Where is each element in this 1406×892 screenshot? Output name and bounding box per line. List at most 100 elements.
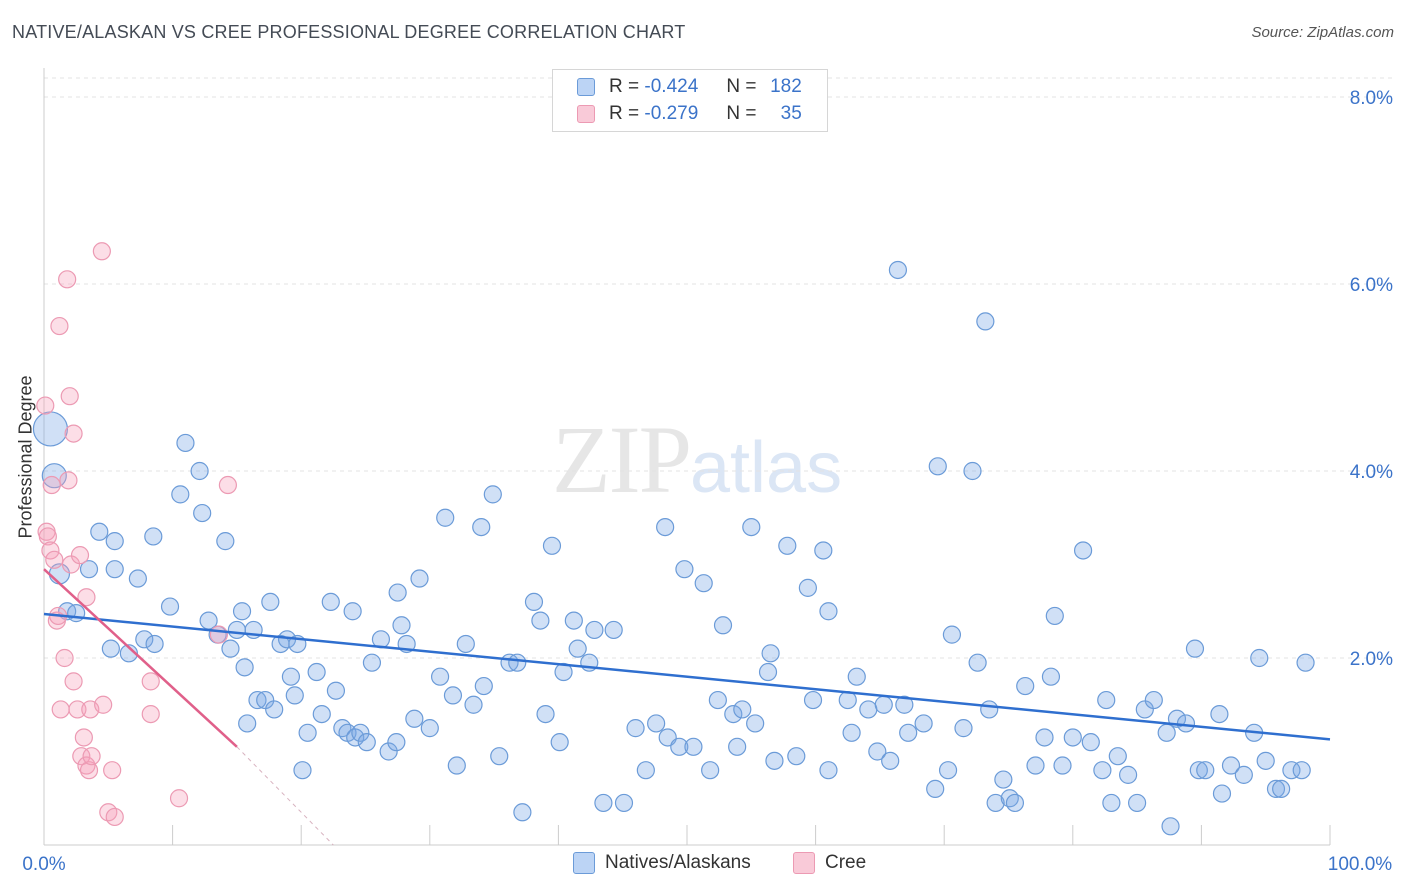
data-point-natives [1161,817,1180,836]
data-point-natives [926,779,945,799]
data-point-natives [1144,690,1163,710]
data-point-natives [1053,756,1072,775]
data-point-natives [293,761,312,780]
data-point-natives [513,803,532,822]
data-point-cree [42,475,61,495]
data-point-cree [58,270,77,289]
bottom-legend-label-cree: Cree [825,852,867,873]
data-point-natives [765,751,784,770]
data-point-natives [899,723,918,742]
data-point-natives [265,700,284,719]
data-point-natives [798,578,817,597]
data-point-natives [405,709,424,728]
data-point-natives [1073,541,1093,560]
data-point-cree [64,672,83,691]
legend-row-cree: R = -0.279 N = 35 [577,101,802,127]
data-point-natives [298,723,317,742]
data-point-cree [82,747,101,766]
data-point-natives [248,690,267,710]
data-point-natives [626,719,645,738]
y-tick-label: 8.0% [1350,88,1393,109]
data-point-natives [508,653,527,672]
data-point-natives [868,742,887,761]
data-point-natives [1210,704,1229,724]
data-point-natives [746,714,765,733]
watermark-atlas: atlas [690,428,843,508]
data-point-cree [70,546,90,565]
data-point-natives [1189,761,1208,780]
data-point-cree [55,648,74,668]
data-point-natives [1045,606,1064,626]
data-point-natives [1127,793,1147,813]
y-tick-label: 6.0% [1350,275,1393,296]
data-point-natives [874,695,893,714]
data-point-cree [59,471,78,490]
data-point-natives [261,592,280,612]
data-point-natives [160,597,180,616]
data-point-natives [550,733,569,752]
data-point-natives [713,616,733,635]
data-point-natives [67,604,86,623]
data-point-natives [483,485,502,504]
data-point-natives [1292,761,1311,780]
data-point-natives [285,686,304,705]
data-point-natives [1108,747,1127,766]
data-point-natives [942,625,962,644]
data-point-cree [92,242,111,261]
data-point-cree [79,761,99,780]
data-point-cree [94,695,113,714]
chart-source: Source: ZipAtlas.com [1251,24,1394,41]
data-point-natives [312,704,331,724]
data-point-natives [1005,793,1025,813]
data-point-natives [281,667,301,686]
data-point-natives [456,634,475,654]
bottom-legend-natives: Natives/Alaskans [573,852,751,874]
data-point-natives [928,457,947,476]
data-point-natives [135,630,154,649]
legend-swatch-cree [577,105,595,123]
data-point-natives [531,611,550,630]
data-point-natives [701,761,720,780]
data-point-natives [963,461,982,481]
data-point-natives [443,686,463,705]
data-point-cree [105,807,124,827]
data-point-natives [420,719,439,738]
data-point-cree [77,588,96,607]
x-tick-label: 100.0% [1328,854,1393,875]
data-point-natives [392,616,411,635]
data-point-natives [351,723,370,742]
data-point-natives [1185,639,1205,658]
data-point-natives [1026,756,1045,775]
bottom-legend-label-natives: Natives/Alaskans [605,852,751,873]
data-point-natives [1035,728,1054,747]
data-point-natives [79,560,99,579]
y-tick-label: 4.0% [1350,462,1393,483]
data-point-natives [1196,761,1215,780]
data-point-natives [474,676,493,696]
data-point-natives [859,700,878,719]
data-point-cree [45,550,64,569]
data-point-natives [176,433,195,453]
data-point-natives [895,695,914,714]
data-point-natives [101,639,120,658]
data-point-natives [636,761,655,780]
data-point-natives [656,517,675,537]
data-point-natives [733,700,752,719]
data-point-cree [41,541,60,560]
data-point-natives [238,714,257,733]
data-point-natives [227,620,246,640]
data-point-natives [464,695,483,714]
y-axis-label: Professional Degree [15,375,36,539]
data-point-natives [594,793,613,813]
data-point-natives [914,714,933,733]
trend-line-natives [43,612,1331,741]
data-point-natives [171,485,190,504]
data-point-natives [326,681,346,700]
data-point-cree [141,672,160,691]
data-point-natives [362,653,382,672]
data-point-cree [60,387,79,406]
data-point-natives [1102,793,1121,813]
data-point-natives [1093,761,1112,780]
data-point-natives [387,733,406,752]
data-point-natives [614,793,634,813]
